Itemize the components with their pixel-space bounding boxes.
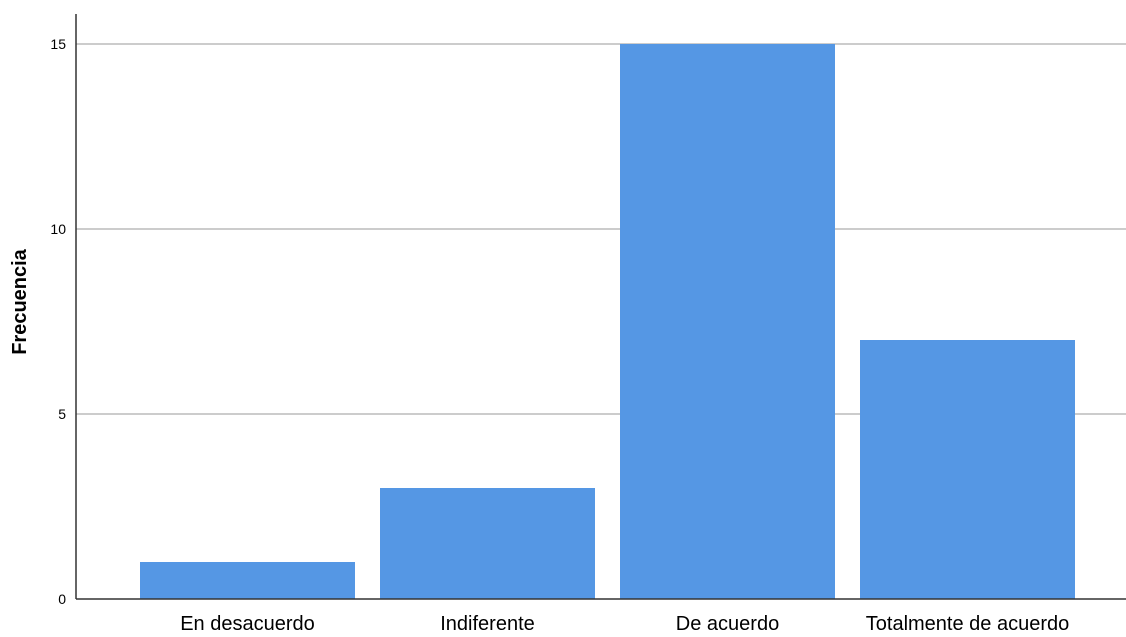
y-axis-title: Frecuencia <box>9 248 31 354</box>
y-tick-label-15: 15 <box>50 36 66 52</box>
axes <box>75 14 1126 600</box>
x-category-label-en-desacuerdo: En desacuerdo <box>180 613 315 632</box>
y-tick-labels: 0 5 10 15 <box>50 36 66 607</box>
x-category-label-de-acuerdo: De acuerdo <box>676 613 779 632</box>
y-tick-label-5: 5 <box>58 406 66 422</box>
y-tick-label-10: 10 <box>50 221 66 237</box>
x-category-label-indiferente: Indiferente <box>440 613 535 632</box>
bar-totalmente-de-acuerdo <box>860 340 1075 599</box>
bars <box>140 44 1075 599</box>
x-category-label-totalmente-de-acuerdo: Totalmente de acuerdo <box>866 613 1069 632</box>
bar-indiferente <box>380 488 595 599</box>
bar-de-acuerdo <box>620 44 835 599</box>
x-category-labels: En desacuerdo Indiferente De acuerdo Totalm… <box>180 613 1069 635</box>
y-tick-label-0: 0 <box>58 591 66 607</box>
bar-en-desacuerdo <box>140 562 355 599</box>
